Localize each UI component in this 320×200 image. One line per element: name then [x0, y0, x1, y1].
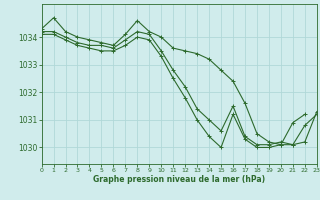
X-axis label: Graphe pression niveau de la mer (hPa): Graphe pression niveau de la mer (hPa) — [93, 175, 265, 184]
